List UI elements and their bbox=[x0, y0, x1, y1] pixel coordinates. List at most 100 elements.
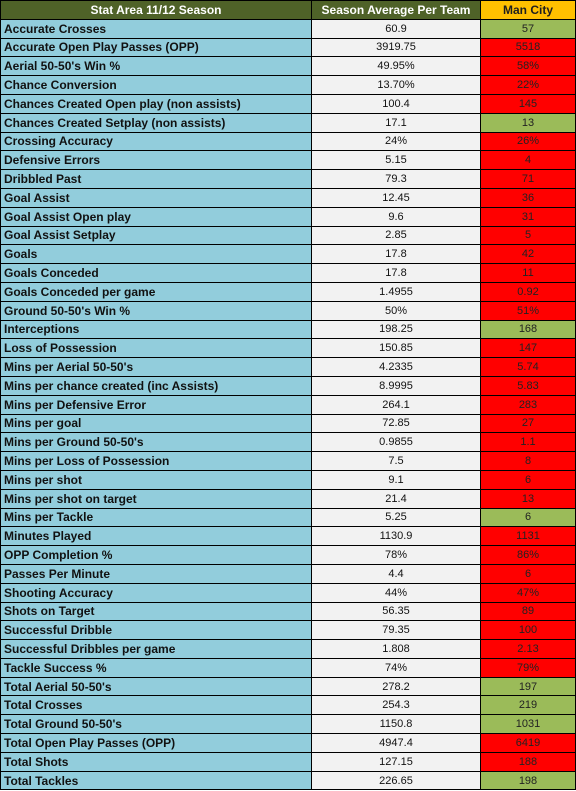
season-average: 72.85 bbox=[311, 413, 481, 434]
season-average: 3919.75 bbox=[311, 37, 481, 58]
man-city-value: 79% bbox=[480, 657, 576, 678]
man-city-value: 6419 bbox=[480, 733, 576, 753]
season-average: 17.8 bbox=[311, 263, 481, 283]
table-row: Tackle Success % 74% 79% bbox=[0, 657, 576, 678]
header-cell: Season Average Per Team bbox=[311, 0, 481, 20]
man-city-value: 1.1 bbox=[480, 432, 576, 453]
table-row: Mins per Aerial 50-50's 4.2335 5.74 bbox=[0, 357, 576, 377]
stat-name: Goals bbox=[0, 244, 312, 265]
season-average: 278.2 bbox=[311, 676, 481, 697]
stat-name: Mins per goal bbox=[0, 413, 312, 434]
stat-name: OPP Completion % bbox=[0, 545, 312, 565]
table-row: Chance Conversion 13.70% 22% bbox=[0, 75, 576, 95]
season-average: 9.6 bbox=[311, 206, 481, 227]
man-city-value: 5.83 bbox=[480, 375, 576, 396]
season-average: 79.35 bbox=[311, 620, 481, 641]
header-cell: Man City bbox=[480, 0, 576, 20]
season-average: 254.3 bbox=[311, 695, 481, 716]
man-city-value: 219 bbox=[480, 695, 576, 716]
man-city-value: 57 bbox=[480, 18, 576, 39]
season-average: 4947.4 bbox=[311, 733, 481, 753]
table-row: Loss of Possession 150.85 147 bbox=[0, 338, 576, 359]
table-row: Aerial 50-50's Win % 49.95% 58% bbox=[0, 56, 576, 77]
man-city-value: 47% bbox=[480, 582, 576, 603]
man-city-value: 4 bbox=[480, 150, 576, 171]
table-row: Accurate Open Play Passes (OPP) 3919.75 55… bbox=[0, 37, 576, 58]
table-row: Shots on Target 56.35 89 bbox=[0, 601, 576, 622]
season-average: 1150.8 bbox=[311, 714, 481, 735]
season-average: 4.2335 bbox=[311, 357, 481, 377]
man-city-value: 51% bbox=[480, 300, 576, 321]
stat-name: Dribbled Past bbox=[0, 169, 312, 189]
table-row: Mins per shot on target 21.4 13 bbox=[0, 488, 576, 509]
season-average: 21.4 bbox=[311, 488, 481, 509]
man-city-value: 145 bbox=[480, 93, 576, 114]
season-average: 78% bbox=[311, 545, 481, 565]
season-average: 17.1 bbox=[311, 112, 481, 133]
stat-name: Aerial 50-50's Win % bbox=[0, 56, 312, 77]
season-average: 4.4 bbox=[311, 563, 481, 584]
table-row: Total Shots 127.15 188 bbox=[0, 751, 576, 772]
man-city-value: 86% bbox=[480, 545, 576, 565]
stat-name: Total Tackles bbox=[0, 770, 312, 791]
stat-name: Total Open Play Passes (OPP) bbox=[0, 733, 312, 753]
season-average: 8.9995 bbox=[311, 375, 481, 396]
stat-name: Total Crosses bbox=[0, 695, 312, 716]
stat-name: Mins per Loss of Possession bbox=[0, 451, 312, 471]
table-row: Goal Assist Setplay 2.85 5 bbox=[0, 225, 576, 246]
season-average: 56.35 bbox=[311, 601, 481, 622]
table-row: OPP Completion % 78% 86% bbox=[0, 545, 576, 565]
man-city-value: 1031 bbox=[480, 714, 576, 735]
table-row: Shooting Accuracy 44% 47% bbox=[0, 582, 576, 603]
season-average: 1130.9 bbox=[311, 526, 481, 547]
man-city-value: 26% bbox=[480, 131, 576, 152]
table-row: Chances Created Open play (non assists) 1… bbox=[0, 93, 576, 114]
man-city-value: 8 bbox=[480, 451, 576, 471]
season-average: 2.85 bbox=[311, 225, 481, 246]
man-city-value: 2.13 bbox=[480, 639, 576, 659]
season-average: 74% bbox=[311, 657, 481, 678]
man-city-value: 198 bbox=[480, 770, 576, 791]
season-average: 17.8 bbox=[311, 244, 481, 265]
table-row: Interceptions 198.25 168 bbox=[0, 319, 576, 340]
season-average: 9.1 bbox=[311, 469, 481, 490]
season-average: 12.45 bbox=[311, 187, 481, 208]
man-city-value: 5518 bbox=[480, 37, 576, 58]
stat-name: Tackle Success % bbox=[0, 657, 312, 678]
stat-name: Mins per shot bbox=[0, 469, 312, 490]
man-city-value: 197 bbox=[480, 676, 576, 697]
man-city-value: 283 bbox=[480, 394, 576, 415]
season-average: 127.15 bbox=[311, 751, 481, 772]
stat-name: Mins per Tackle bbox=[0, 507, 312, 528]
table-row: Goals Conceded per game 1.4955 0.92 bbox=[0, 281, 576, 302]
man-city-value: 168 bbox=[480, 319, 576, 340]
season-average: 264.1 bbox=[311, 394, 481, 415]
stat-name: Successful Dribbles per game bbox=[0, 639, 312, 659]
stat-name: Shooting Accuracy bbox=[0, 582, 312, 603]
table-row: Total Open Play Passes (OPP) 4947.4 6419 bbox=[0, 733, 576, 753]
table-row: Mins per Loss of Possession 7.5 8 bbox=[0, 451, 576, 471]
stat-name: Total Shots bbox=[0, 751, 312, 772]
man-city-value: 22% bbox=[480, 75, 576, 95]
table-row: Defensive Errors 5.15 4 bbox=[0, 150, 576, 171]
table-row: Successful Dribble 79.35 100 bbox=[0, 620, 576, 641]
man-city-value: 6 bbox=[480, 563, 576, 584]
header-row: Stat Area 11/12 Season Season Average Pe… bbox=[0, 0, 576, 20]
stat-name: Total Ground 50-50's bbox=[0, 714, 312, 735]
stat-name: Shots on Target bbox=[0, 601, 312, 622]
man-city-value: 13 bbox=[480, 112, 576, 133]
table-row: Mins per goal 72.85 27 bbox=[0, 413, 576, 434]
table-row: Goal Assist Open play 9.6 31 bbox=[0, 206, 576, 227]
table-row: Goals 17.8 42 bbox=[0, 244, 576, 265]
table-row: Ground 50-50's Win % 50% 51% bbox=[0, 300, 576, 321]
season-average: 79.3 bbox=[311, 169, 481, 189]
stat-name: Chance Conversion bbox=[0, 75, 312, 95]
man-city-value: 100 bbox=[480, 620, 576, 641]
season-average: 226.65 bbox=[311, 770, 481, 791]
season-average: 50% bbox=[311, 300, 481, 321]
table-row: Goal Assist 12.45 36 bbox=[0, 187, 576, 208]
stat-name: Ground 50-50's Win % bbox=[0, 300, 312, 321]
table-row: Mins per shot 9.1 6 bbox=[0, 469, 576, 490]
